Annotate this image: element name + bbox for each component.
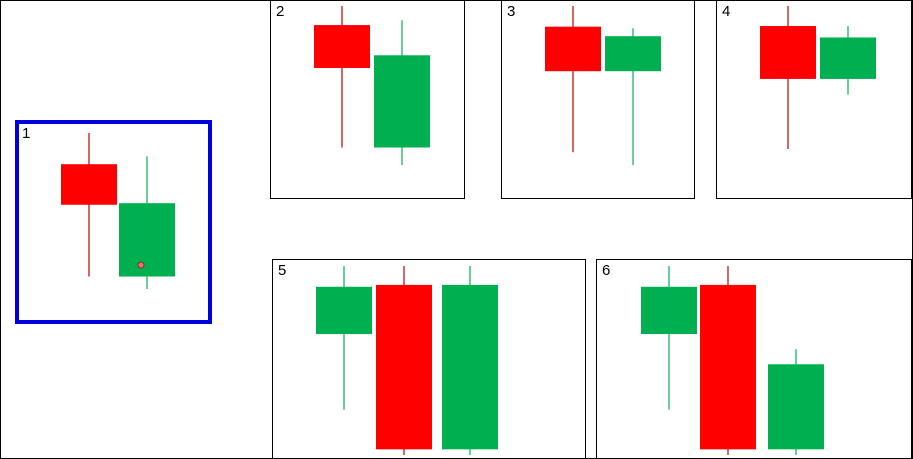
bullish-candle-body-2 bbox=[119, 203, 175, 277]
bearish-candle-body-1 bbox=[545, 26, 601, 72]
panel-number: 3 bbox=[507, 3, 516, 20]
panel-number: 5 bbox=[278, 262, 287, 279]
candles-chart bbox=[314, 6, 430, 165]
bullish-candle-body-2 bbox=[605, 36, 661, 72]
bullish-candle-body-3 bbox=[768, 364, 824, 450]
candles-chart bbox=[316, 266, 498, 455]
bearish-candle-body-2 bbox=[700, 284, 756, 450]
panel-number: 2 bbox=[276, 3, 285, 20]
candle-pattern-panel-6[interactable]: 6 bbox=[596, 259, 912, 459]
candle-pattern-panel-4[interactable]: 4 bbox=[716, 0, 912, 199]
candle-pattern-panel-1[interactable]: 1 bbox=[15, 120, 212, 324]
candles-chart bbox=[61, 133, 175, 289]
cursor-dot-icon bbox=[137, 261, 145, 269]
panel-number: 6 bbox=[602, 262, 611, 279]
candles-chart bbox=[545, 6, 661, 165]
bearish-candle-body-1 bbox=[314, 25, 370, 69]
candle-pattern-panel-5[interactable]: 5 bbox=[272, 259, 586, 459]
candle-pattern-panel-2[interactable]: 2 bbox=[270, 0, 465, 199]
bullish-candle-body-1 bbox=[641, 286, 697, 335]
bullish-candle-body-2 bbox=[374, 55, 430, 148]
bullish-candle-body-2 bbox=[820, 37, 876, 79]
candle-pattern-panel-3[interactable]: 3 bbox=[501, 0, 695, 199]
bullish-candle-body-1 bbox=[316, 286, 372, 335]
panel-number: 4 bbox=[722, 3, 731, 20]
bearish-candle-body-1 bbox=[61, 164, 117, 205]
candles-chart bbox=[641, 266, 824, 455]
candles-chart bbox=[760, 6, 876, 149]
bearish-candle-body-2 bbox=[376, 284, 432, 450]
panel-number: 1 bbox=[22, 125, 31, 142]
bearish-candle-body-1 bbox=[760, 26, 816, 79]
bullish-candle-body-3 bbox=[442, 284, 498, 450]
